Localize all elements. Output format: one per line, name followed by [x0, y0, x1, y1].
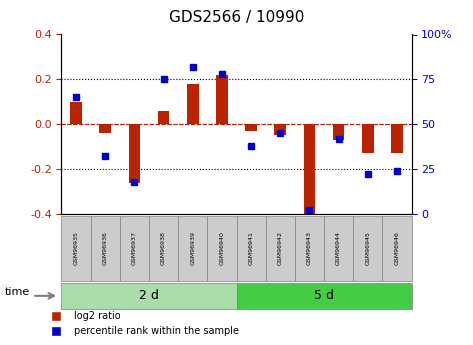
Text: GSM96945: GSM96945 — [365, 231, 370, 265]
Text: GSM96943: GSM96943 — [307, 231, 312, 265]
Bar — [391, 124, 403, 153]
Bar — [333, 124, 344, 140]
Text: GSM96944: GSM96944 — [336, 231, 341, 265]
Bar — [70, 102, 82, 124]
Text: GSM96946: GSM96946 — [394, 231, 399, 265]
Bar — [362, 124, 374, 153]
Text: 5 d: 5 d — [314, 289, 334, 302]
Bar — [304, 124, 315, 218]
Text: GSM96942: GSM96942 — [278, 231, 283, 265]
Bar — [245, 124, 257, 131]
Bar — [129, 124, 140, 183]
Text: GSM96935: GSM96935 — [74, 231, 79, 265]
Text: GSM96938: GSM96938 — [161, 231, 166, 265]
Bar — [216, 75, 228, 124]
Text: GSM96940: GSM96940 — [219, 231, 224, 265]
Text: 2 d: 2 d — [139, 289, 159, 302]
Text: GSM96939: GSM96939 — [190, 231, 195, 265]
Bar — [187, 84, 199, 124]
Text: GSM96941: GSM96941 — [249, 231, 254, 265]
Text: time: time — [5, 287, 30, 297]
Text: GSM96937: GSM96937 — [132, 231, 137, 265]
Text: GSM96936: GSM96936 — [103, 231, 108, 265]
Legend: log2 ratio, percentile rank within the sample: log2 ratio, percentile rank within the s… — [43, 307, 243, 340]
Bar — [274, 124, 286, 135]
Bar — [99, 124, 111, 133]
Text: GDS2566 / 10990: GDS2566 / 10990 — [169, 10, 304, 25]
Bar — [158, 111, 169, 124]
